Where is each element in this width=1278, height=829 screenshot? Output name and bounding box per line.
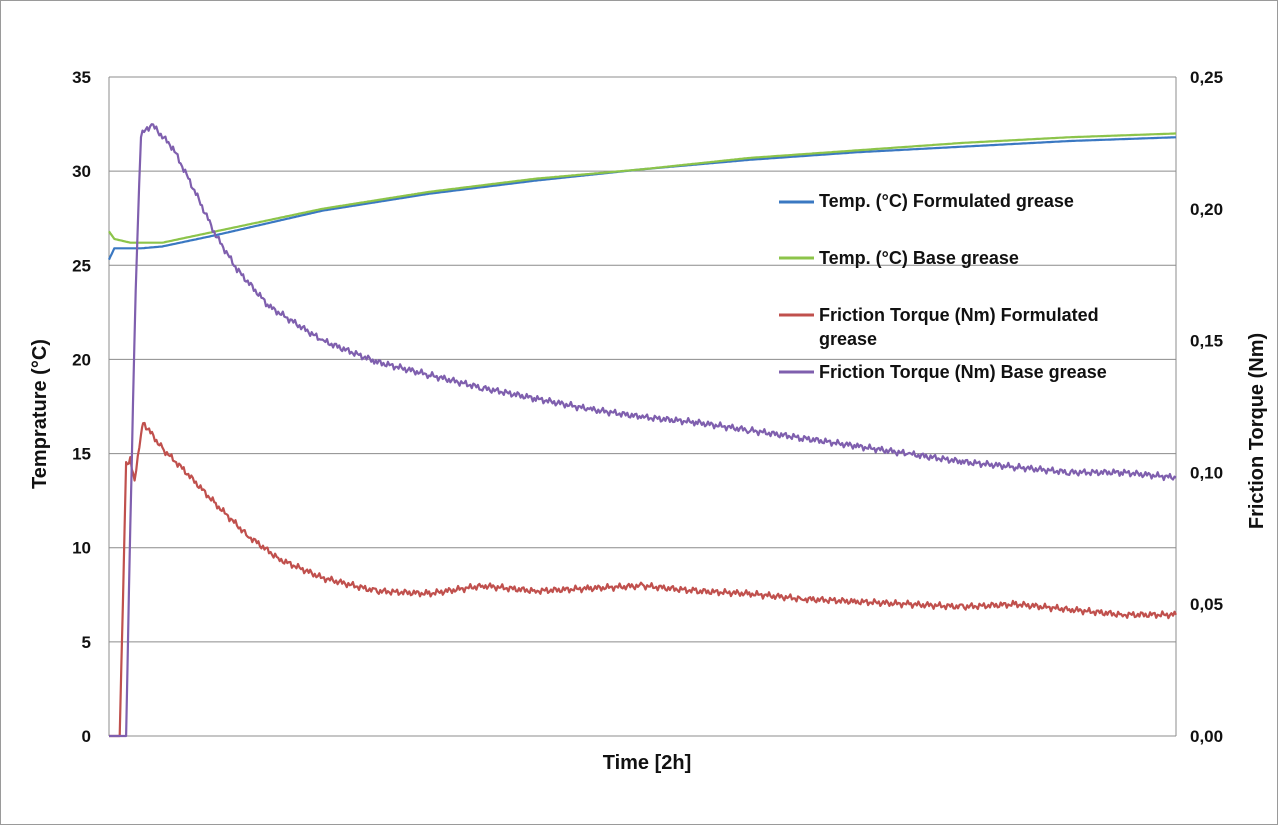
gridlines [109,76,1176,737]
y-tick-label: 35 [72,68,91,87]
x-axis-title: Time [2h] [603,752,692,774]
y-tick-label: 30 [72,162,91,181]
tick-labels: 0 5 10 15 20 25 30 35 0,00 0,05 0,10 0,15 0,20 0,25 [72,68,1223,746]
y-axis-title: Temprature (°C) [29,339,51,489]
legend-item-torque-formulated: Friction Torque (Nm) Formulated grease [779,305,1099,349]
series-line-3 [109,123,1177,738]
legend-label: Temp. (°C) Formulated grease [819,191,1074,211]
y-tick-label: 5 [82,633,91,652]
series-line-2 [109,421,1177,738]
axes [108,77,1177,736]
y-tick-label: 25 [72,256,91,275]
y-tick-label: 0 [82,727,91,746]
legend-label: Friction Torque (Nm) Formulated grease [819,305,1099,349]
y-tick-label: 20 [72,350,91,369]
series-line-1 [108,132,1176,244]
legend-item-temp-base: Temp. (°C) Base grease [779,248,1019,268]
y2-tick-label: 0,20 [1190,200,1223,219]
y2-tick-label: 0,10 [1190,463,1223,482]
y2-tick-label: 0,15 [1190,332,1223,351]
y-tick-label: 15 [72,445,91,464]
series-layer [108,123,1177,738]
legend-item-temp-formulated: Temp. (°C) Formulated grease [779,191,1074,211]
y2-tick-label: 0,00 [1190,727,1223,746]
y2-axis-title: Friction Torque (Nm) [1246,333,1268,529]
y-tick-label: 10 [72,539,91,558]
y2-tick-label: 0,25 [1190,68,1223,87]
legend-label: Friction Torque (Nm) Base grease [819,362,1107,382]
y2-tick-label: 0,05 [1190,595,1223,614]
legend: Temp. (°C) Formulated grease Temp. (°C) … [779,191,1107,382]
legend-item-torque-base: Friction Torque (Nm) Base grease [779,362,1107,382]
legend-label: Temp. (°C) Base grease [819,248,1019,268]
